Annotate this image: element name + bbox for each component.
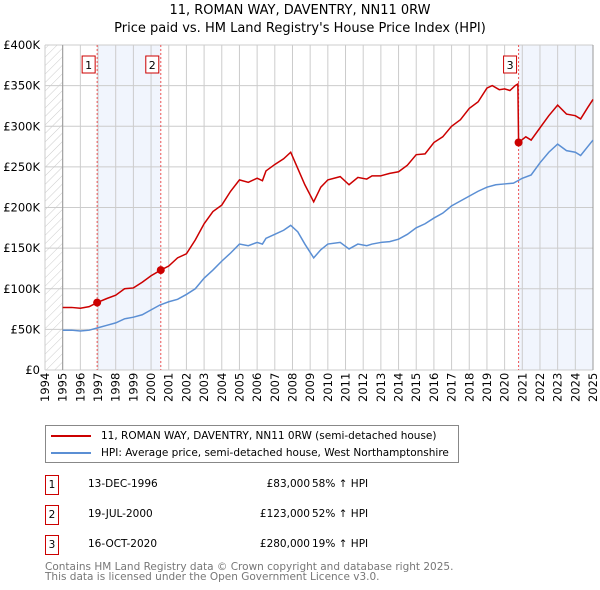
sale-label: 2: [149, 59, 156, 72]
x-tick-label: 2022: [533, 373, 547, 402]
x-tick-label: 2010: [321, 373, 335, 402]
y-tick-label: £100K: [3, 282, 40, 296]
x-tick-label: 1997: [91, 373, 105, 402]
sale-price: £83,000: [266, 478, 310, 490]
sale-label-box: [503, 55, 518, 74]
sale-label-box: [81, 55, 96, 74]
x-tick-label: 2017: [445, 373, 459, 402]
x-tick-label: 2009: [303, 373, 317, 402]
sale-price: £280,000: [259, 538, 310, 550]
x-tick-label: 2016: [427, 373, 441, 402]
sale-date: 19-JUL-2000: [88, 508, 153, 520]
legend-swatch-blue: [51, 451, 91, 454]
y-tick-label: £400K: [3, 38, 40, 52]
sale-row: 2 19-JUL-2000 £123,000 52% ↑ HPI: [45, 505, 445, 525]
x-tick-label: 2005: [232, 373, 246, 402]
x-tick-label: 2025: [586, 373, 600, 402]
sale-hpi-change: 58% ↑ HPI: [312, 478, 369, 490]
sale-number-badge: 3: [45, 535, 59, 555]
footer-licence: This data is licensed under the Open Gov…: [45, 571, 380, 583]
legend: 11, ROMAN WAY, DAVENTRY, NN11 0RW (semi-…: [45, 425, 459, 463]
x-tick-label: 2023: [551, 373, 565, 402]
x-tick-label: 2012: [356, 373, 370, 402]
sale-point: [514, 138, 523, 147]
chart-subtitle: Price paid vs. HM Land Registry's House …: [114, 21, 486, 36]
sale-point: [93, 298, 102, 307]
plot-area: 1994 1995 1996 1997 1998 1999 2000 2001 2002 2003…: [3, 38, 600, 402]
sale-row: 3 16-OCT-2020 £280,000 19% ↑ HPI: [45, 535, 445, 555]
sale-label: 3: [507, 59, 514, 72]
x-tick-label: 2008: [285, 373, 299, 402]
x-tick-label: 2014: [392, 373, 406, 402]
x-tick-label: 2003: [197, 373, 211, 402]
sale-date: 16-OCT-2020: [88, 538, 157, 550]
y-tick-label: £350K: [3, 79, 40, 93]
x-tick-label: 2018: [462, 373, 476, 402]
legend-swatch-red: [51, 434, 91, 437]
y-tick-label: £250K: [3, 160, 40, 174]
sale-row: 1 13-DEC-1996 £83,000 58% ↑ HPI: [45, 475, 445, 495]
legend-item-hpi: HPI: Average price, semi-detached house,…: [51, 444, 449, 461]
x-tick-label: 2020: [498, 373, 512, 402]
sale-hpi-change: 19% ↑ HPI: [312, 538, 369, 550]
sale-price: £123,000: [259, 508, 310, 520]
y-tick-label: £50K: [11, 322, 41, 336]
x-tick-label: 2024: [568, 373, 582, 402]
y-tick-label: £300K: [3, 119, 40, 133]
sale-number-badge: 1: [45, 475, 59, 495]
x-tick-label: 2001: [162, 373, 176, 402]
x-tick-label: 1999: [126, 373, 140, 402]
x-tick-label: 1996: [73, 373, 87, 402]
x-tick-label: 2000: [144, 373, 158, 402]
x-tick-label: 2019: [480, 373, 494, 402]
x-tick-label: 2015: [409, 373, 423, 402]
sale-label-box: [145, 55, 160, 74]
chart-title: 11, ROMAN WAY, DAVENTRY, NN11 0RW: [169, 3, 431, 18]
sale-point: [156, 266, 165, 275]
legend-label: HPI: Average price, semi-detached house,…: [101, 446, 449, 459]
x-tick-label: 1994: [38, 373, 52, 402]
sale-hpi-change: 52% ↑ HPI: [312, 508, 369, 520]
y-tick-label: £0: [25, 363, 40, 377]
legend-label: 11, ROMAN WAY, DAVENTRY, NN11 0RW (semi-…: [101, 429, 437, 442]
hpi-line: [62, 139, 594, 332]
x-tick-label: 1998: [109, 373, 123, 402]
x-tick-label: 2002: [179, 373, 193, 402]
footer-copyright: Contains HM Land Registry data © Crown c…: [45, 561, 454, 573]
y-tick-label: £200K: [3, 201, 40, 215]
x-tick-label: 1995: [56, 373, 70, 402]
x-tick-label: 2004: [215, 373, 229, 402]
sale-label: 1: [85, 59, 92, 72]
x-tick-label: 2006: [250, 373, 264, 402]
x-tick-label: 2013: [374, 373, 388, 402]
x-tick-label: 2007: [268, 373, 282, 402]
legend-item-property: 11, ROMAN WAY, DAVENTRY, NN11 0RW (semi-…: [51, 427, 436, 444]
x-tick-label: 2011: [339, 373, 353, 402]
sale-number-badge: 2: [45, 505, 59, 525]
y-tick-label: £150K: [3, 241, 40, 255]
x-tick-label: 2021: [515, 373, 529, 402]
sale-date: 13-DEC-1996: [88, 478, 158, 490]
